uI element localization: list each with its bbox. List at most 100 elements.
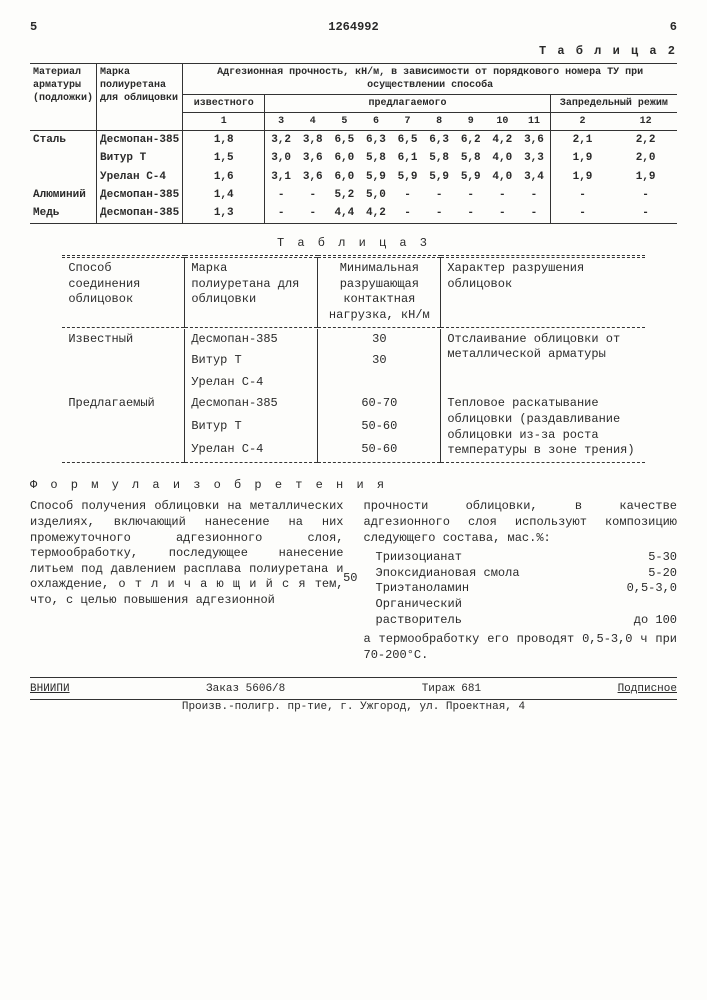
t2-cell: - (392, 204, 424, 223)
footer-org: ВНИИПИ (30, 682, 70, 696)
t2-cell: 2,1 (550, 131, 614, 150)
t2-col-num: 10 (487, 113, 519, 131)
t3-h4: Характер разрушения облицовок (441, 258, 645, 327)
t2-cell: 2,0 (614, 149, 677, 167)
t2-cell: 3,4 (518, 168, 550, 186)
page-num-right: 6 (670, 20, 677, 36)
t3-h2: Марка полиуретана для облицовки (185, 258, 318, 327)
t2-cell: 3,1 (265, 168, 297, 186)
t2-cell: 5,2 (329, 186, 361, 204)
t2-cell: - (550, 204, 614, 223)
component-name: Триизоцианат (376, 550, 462, 566)
t2-cell: 4,0 (487, 168, 519, 186)
t2-cell: - (487, 204, 519, 223)
footer-order: Заказ 5606/8 (206, 682, 285, 696)
t2-cell: 5,8 (360, 149, 392, 167)
t3-load (318, 372, 441, 394)
formula-right-outro: а термообработку его проводят 0,5-3,0 ч … (364, 632, 678, 663)
t2-cell: 5,9 (423, 168, 455, 186)
t2-col-num: 11 (518, 113, 550, 131)
table-2: Материал арматуры (подложки) Марка полиу… (30, 63, 677, 223)
t2-col-num: 2 (550, 113, 614, 131)
doc-number: 1264992 (328, 20, 378, 36)
t2-cell: 6,5 (392, 131, 424, 150)
t2-col-num: 9 (455, 113, 487, 131)
t2-col-num: 4 (297, 113, 329, 131)
t2-cell: 6,2 (455, 131, 487, 150)
t2-cell: 3,2 (265, 131, 297, 150)
footer-tirage: Тираж 681 (422, 682, 481, 696)
t2-cell: 1,3 (183, 204, 265, 223)
t3-brand: Десмопан-385 (185, 329, 318, 351)
t2-brand: Витур Т (97, 149, 183, 167)
component-value: 5-20 (648, 566, 677, 582)
t3-method (62, 372, 185, 394)
component-name: растворитель (376, 613, 462, 629)
component-value: до 100 (634, 613, 677, 629)
t2-cell: 5,0 (360, 186, 392, 204)
component-value: 0,5-3,0 (627, 581, 677, 597)
t3-h1: Способ соединения облицовок (62, 258, 185, 327)
table-3: Способ соединения облицовок Марка полиур… (62, 255, 644, 464)
t2-cell: - (297, 204, 329, 223)
t2-main-header: Адгезионная прочность, кН/м, в зависимос… (183, 64, 677, 95)
t2-brand: Десмопан-385 (97, 204, 183, 223)
component-name: Эпоксидиановая смола (376, 566, 520, 582)
footer-address: Произв.-полигр. пр-тие, г. Ужгород, ул. … (30, 700, 677, 714)
component-name: Органический (376, 597, 462, 613)
composition-row: Органический (376, 597, 678, 613)
composition-row: Эпоксидиановая смола 5-20 (376, 566, 678, 582)
t2-col-num: 8 (423, 113, 455, 131)
t2-cell: 4,2 (487, 131, 519, 150)
t2-grp-out: Запредельный режим (550, 95, 677, 113)
t3-load: 30 (318, 350, 441, 372)
t2-cell: 3,3 (518, 149, 550, 167)
t2-brand: Урелан С-4 (97, 168, 183, 186)
t2-cell: 5,9 (360, 168, 392, 186)
t2-cell: 2,2 (614, 131, 677, 150)
t2-cell: 1,8 (183, 131, 265, 150)
t2-cell: 6,0 (329, 168, 361, 186)
t2-cell: 5,9 (392, 168, 424, 186)
footer: ВНИИПИ Заказ 5606/8 Тираж 681 Подписное … (30, 677, 677, 714)
t2-material (30, 168, 97, 186)
t2-cell: 1,9 (614, 168, 677, 186)
t3-method: Известный (62, 329, 185, 351)
composition-row: растворитель до 100 (376, 613, 678, 629)
t2-cell: 4,0 (487, 149, 519, 167)
t2-cell: 3,6 (297, 168, 329, 186)
table2-label: Т а б л и ц а 2 (30, 44, 677, 60)
t3-desc: Отслаивание облицовки от металлической а… (441, 329, 645, 394)
t2-cell: 3,6 (297, 149, 329, 167)
t2-cell: - (423, 186, 455, 204)
t2-cell: - (550, 186, 614, 204)
formula-left-text: Способ получения облицовки на металличес… (30, 499, 344, 607)
t3-brand: Урелан С-4 (185, 372, 318, 394)
t3-method (62, 416, 185, 439)
formula-title: Ф о р м у л а и з о б р е т е н и я (30, 478, 677, 494)
t2-cell: 4,2 (360, 204, 392, 223)
t2-cell: - (455, 204, 487, 223)
t2-cell: 6,3 (423, 131, 455, 150)
t2-cell: - (487, 186, 519, 204)
t2-cell: 5,8 (455, 149, 487, 167)
t3-load: 30 (318, 329, 441, 351)
t2-cell: 4,4 (329, 204, 361, 223)
formula-columns: Способ получения облицовки на металличес… (30, 499, 677, 663)
t2-cell: - (297, 186, 329, 204)
t2-cell: - (518, 204, 550, 223)
composition-row: Триизоцианат 5-30 (376, 550, 678, 566)
t2-cell: 1,9 (550, 168, 614, 186)
margin-line-number: 50 (343, 571, 357, 587)
t2-cell: 1,9 (550, 149, 614, 167)
t2-cell: 3,8 (297, 131, 329, 150)
t2-grp-known: известного (183, 95, 265, 113)
t3-desc: Тепловое раскатывание облицовки (раздавл… (441, 393, 645, 462)
t3-load: 50-60 (318, 439, 441, 462)
t2-cell: - (518, 186, 550, 204)
t2-cell: - (423, 204, 455, 223)
component-value: 5-30 (648, 550, 677, 566)
t2-cell: 1,6 (183, 168, 265, 186)
t2-material: Алюминий (30, 186, 97, 204)
t2-cell: - (265, 186, 297, 204)
